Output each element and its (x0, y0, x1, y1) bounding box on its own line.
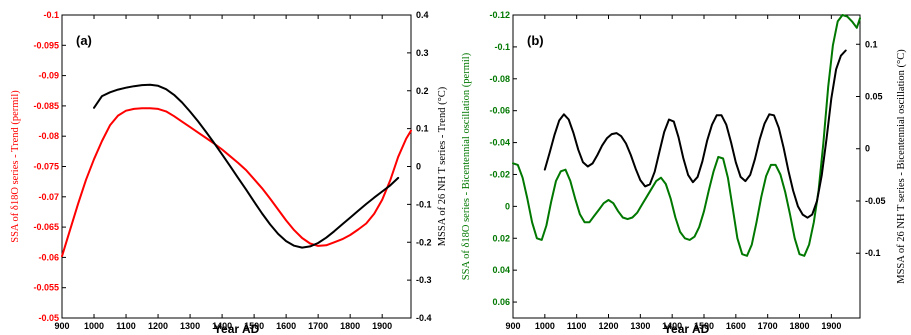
x-tick-label: 1300 (180, 321, 200, 331)
left-tick-label: -0.055 (33, 283, 59, 293)
left-tick-label: -0.04 (489, 138, 510, 148)
panel-label-b: (b) (527, 33, 544, 48)
left-tick-label: -0.1 (43, 10, 59, 20)
right-tick-label: 0.2 (416, 86, 429, 96)
right-tick-label: 0.1 (416, 124, 429, 134)
series-line-a-right (93, 83, 400, 249)
right-tick-label: -0.2 (416, 237, 432, 247)
left-tick-label: -0.12 (489, 10, 510, 20)
left-tick-label: -0.09 (38, 71, 59, 81)
left-tick-label: -0.08 (489, 74, 510, 84)
x-ticks-a: 900 1000 1100 1200 1300 1400 1500 1600 1700 1800 1… (54, 15, 392, 331)
x-tick-label: 1500 (694, 321, 714, 331)
x-tick-label: 1900 (821, 321, 841, 331)
x-tick-label: 1600 (726, 321, 746, 331)
x-tick-label: 1600 (276, 321, 296, 331)
x-tick-label: 1100 (116, 321, 136, 331)
left-tick-label: -0.02 (489, 169, 510, 179)
x-axis-title-b: Year AD (664, 322, 710, 335)
left-tick-label: -0.095 (33, 40, 59, 50)
right-axis-title-b: MSSA of 26 NH T series - Bicentennial os… (896, 49, 907, 284)
left-tick-label: 0.06 (492, 297, 510, 307)
right-tick-label: -0.3 (416, 275, 432, 285)
right-tick-label: -0.05 (865, 196, 886, 206)
left-tick-label: -0.085 (33, 101, 59, 111)
panel-a: 900 1000 1100 1200 1300 1400 1500 1600 1700 1800 1… (10, 10, 448, 335)
x-tick-label: 1700 (758, 321, 778, 331)
right-axis-title-a: MSSA of 26 NH T series - Trend (°C) (437, 86, 448, 246)
series-line-b-right (543, 49, 847, 219)
series-group-a (61, 83, 412, 258)
left-tick-label: -0.06 (38, 252, 59, 262)
x-tick-label: 1800 (789, 321, 809, 331)
right-tick-label: 0.3 (416, 48, 429, 58)
left-axis-title-a: SSA of δ18O series - Trend (permil) (10, 90, 21, 243)
x-axis-title-a: Year AD (214, 322, 260, 335)
x-tick-label: 900 (54, 321, 69, 331)
left-tick-label: -0.07 (38, 192, 59, 202)
left-ticks-b: -0.12 -0.1 -0.08 -0.06 -0.04 -0.02 0 0.02 0.04 0.… (489, 10, 517, 307)
panel-b: 900 1000 1100 1200 1300 1400 1500 1600 1700 1800 1… (461, 10, 907, 335)
series-line-a-left (61, 107, 412, 258)
left-tick-label: -0.065 (33, 222, 59, 232)
x-tick-label: 1800 (340, 321, 360, 331)
left-tick-label: -0.06 (489, 106, 510, 116)
plot-frame-b (512, 14, 861, 319)
right-tick-label: 0.4 (416, 10, 429, 20)
x-tick-label: 1400 (212, 321, 232, 331)
left-tick-label: -0.08 (38, 131, 59, 141)
series-group-b (512, 14, 861, 257)
right-tick-label: -0.4 (416, 313, 432, 323)
series-line-b-left (512, 14, 861, 257)
panel-label-a: (a) (76, 33, 92, 48)
x-tick-label: 1000 (84, 321, 104, 331)
right-tick-label: 0.1 (865, 39, 878, 49)
left-tick-label: -0.05 (38, 313, 59, 323)
x-ticks-b: 900 1000 1100 1200 1300 1400 1500 1600 1700 1800 1… (505, 15, 841, 331)
right-tick-label: 0 (416, 162, 421, 172)
right-ticks-a: -0.4 -0.3 -0.2 -0.1 0 0.1 0.2 0.3 0.4 (407, 10, 432, 323)
left-axis-title-b: SSA of δ18O series - Bicentennial oscill… (461, 52, 472, 280)
left-tick-label: 0.04 (492, 265, 510, 275)
x-tick-label: 1500 (244, 321, 264, 331)
left-tick-label: -0.1 (494, 42, 510, 52)
x-tick-label: 900 (505, 321, 520, 331)
x-tick-label: 1300 (630, 321, 650, 331)
left-tick-label: 0 (505, 201, 510, 211)
right-tick-label: 0.05 (865, 91, 883, 101)
x-tick-label: 1400 (662, 321, 682, 331)
x-tick-label: 1900 (372, 321, 392, 331)
right-tick-label: -0.1 (416, 199, 432, 209)
right-tick-label: 0 (865, 144, 870, 154)
left-ticks-a: -0.1 -0.095 -0.09 -0.085 -0.08 -0.075 -0.07 -0.… (33, 10, 66, 323)
left-tick-label: -0.075 (33, 162, 59, 172)
x-tick-label: 1100 (567, 321, 587, 331)
right-tick-label: -0.1 (865, 248, 881, 258)
right-ticks-b: -0.1 -0.05 0 0.05 0.1 (856, 39, 886, 258)
x-tick-label: 1700 (308, 321, 328, 331)
x-tick-label: 1200 (148, 321, 168, 331)
plot-frame-a (61, 14, 412, 319)
x-tick-label: 1200 (598, 321, 618, 331)
x-tick-label: 1000 (535, 321, 555, 331)
left-tick-label: 0.02 (492, 233, 510, 243)
